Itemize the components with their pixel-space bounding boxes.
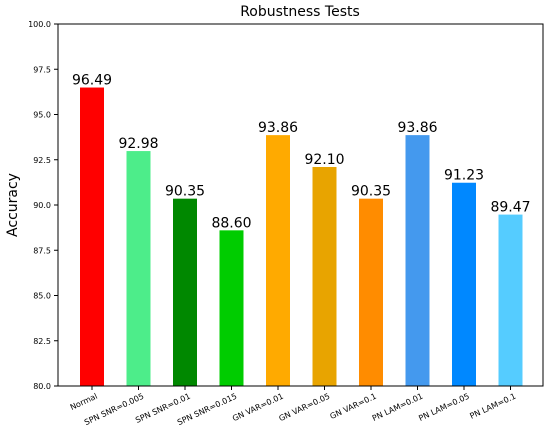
x-tick-label: PN LAM=0.1 (468, 392, 517, 421)
y-tick-label: 80.0 (33, 382, 51, 391)
bar (266, 135, 290, 386)
x-tick-label: GN VAR=0.01 (231, 392, 285, 423)
y-tick-label: 95.0 (33, 111, 51, 120)
y-tick-label: 92.5 (33, 156, 51, 165)
x-tick-label: GN VAR=0.05 (277, 392, 331, 423)
bar-value-label: 89.47 (490, 200, 530, 216)
chart-title: Robustness Tests (240, 4, 360, 20)
y-tick-label: 97.5 (33, 65, 51, 74)
bar (359, 198, 383, 386)
bar-value-label: 93.86 (258, 120, 298, 136)
y-axis-label: Accuracy (5, 173, 21, 237)
chart-marks: 80.0 82.5 85.0 87.5 90.0 92.5 95.0 97.5 100.0 96.… (28, 20, 530, 427)
bar-value-label: 91.23 (444, 168, 484, 184)
x-tick-label: Normal (69, 392, 99, 412)
bar-value-label: 92.98 (118, 136, 158, 152)
y-tick-label: 85.0 (33, 292, 51, 301)
bar-value-label: 90.35 (351, 184, 391, 200)
bar-value-label: 92.10 (304, 152, 344, 168)
bar-value-label: 90.35 (165, 184, 205, 200)
y-tick-label: 87.5 (33, 246, 51, 255)
bar-value-label: 88.60 (211, 215, 251, 231)
x-tick-label: GN VAR=0.1 (329, 392, 378, 421)
bar-value-label: 93.86 (397, 120, 437, 136)
bar (80, 87, 104, 386)
bar (173, 198, 197, 386)
y-tick-label: 82.5 (33, 337, 51, 346)
plot-frame (57, 23, 544, 387)
bar (126, 151, 151, 386)
bar-value-label: 96.49 (72, 73, 112, 89)
y-tick-label: 100.0 (28, 20, 51, 29)
bar (498, 214, 523, 386)
bar (452, 182, 476, 386)
x-tick-label: PN LAM=0.05 (417, 392, 471, 423)
bar (219, 230, 244, 386)
bar (312, 166, 337, 386)
y-tick-label: 90.0 (33, 201, 51, 210)
x-tick-label: PN LAM=0.01 (371, 392, 425, 423)
bar (405, 135, 430, 386)
